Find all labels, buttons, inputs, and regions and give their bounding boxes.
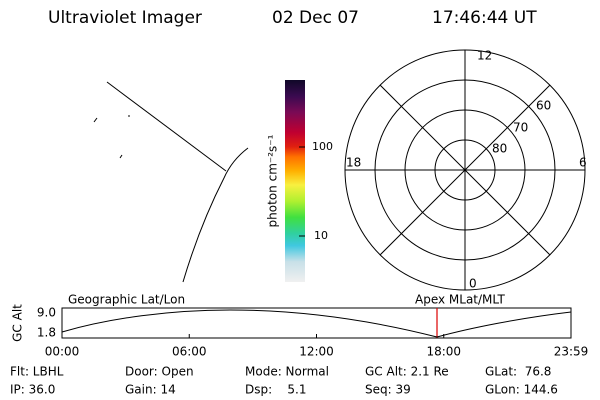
info-field: Gain: 14 — [125, 383, 176, 397]
colorbar — [285, 80, 305, 282]
info-field: Dsp: 5.1 — [245, 383, 307, 397]
mlt-label: 12 — [477, 49, 492, 63]
x-tick-label: 18:00 — [426, 345, 461, 359]
lat-label: 70 — [513, 121, 528, 135]
colorbar-tick-label: 100 — [312, 140, 333, 153]
info-field: Flt: LBHL — [10, 365, 64, 379]
info-field: GC Alt: 2.1 Re — [365, 365, 449, 379]
image-panel — [93, 81, 249, 283]
colorbar-tick-label: 10 — [314, 229, 328, 242]
info-field: Door: Open — [125, 365, 194, 379]
title: Ultraviolet Imager — [48, 8, 202, 28]
mlt-label: 6 — [579, 156, 587, 170]
x-tick-label: 23:59 — [554, 345, 589, 359]
mlt-label: 18 — [346, 156, 361, 170]
time: 17:46:44 UT — [432, 8, 537, 28]
info-field: IP: 36.0 — [10, 383, 55, 397]
polar-grid — [344, 49, 586, 291]
lat-label: 80 — [492, 142, 507, 156]
x-tick-label: 06:00 — [172, 345, 207, 359]
x-tick-label: 12:00 — [299, 345, 334, 359]
y-tick-label: 1.8 — [37, 326, 56, 340]
strip-title: Geographic Lat/Lon — [68, 293, 185, 307]
info-field: GLon: 144.6 — [485, 383, 558, 397]
y-tick-label: 9.0 — [37, 306, 56, 320]
info-field: GLat: 76.8 — [485, 365, 551, 379]
info-field: Mode: Normal — [245, 365, 329, 379]
strip-y-title: GC Alt — [11, 304, 25, 342]
date: 02 Dec 07 — [272, 8, 359, 28]
orbit-altitude — [61, 309, 572, 338]
strip-title: Apex MLat/MLT — [415, 293, 505, 307]
lat-label: 60 — [536, 99, 551, 113]
mlt-label: 0 — [469, 277, 477, 291]
colorbar-label: photon cm⁻²s⁻¹ — [266, 134, 280, 227]
info-field: Seq: 39 — [365, 383, 411, 397]
x-tick-label: 00:00 — [45, 345, 80, 359]
